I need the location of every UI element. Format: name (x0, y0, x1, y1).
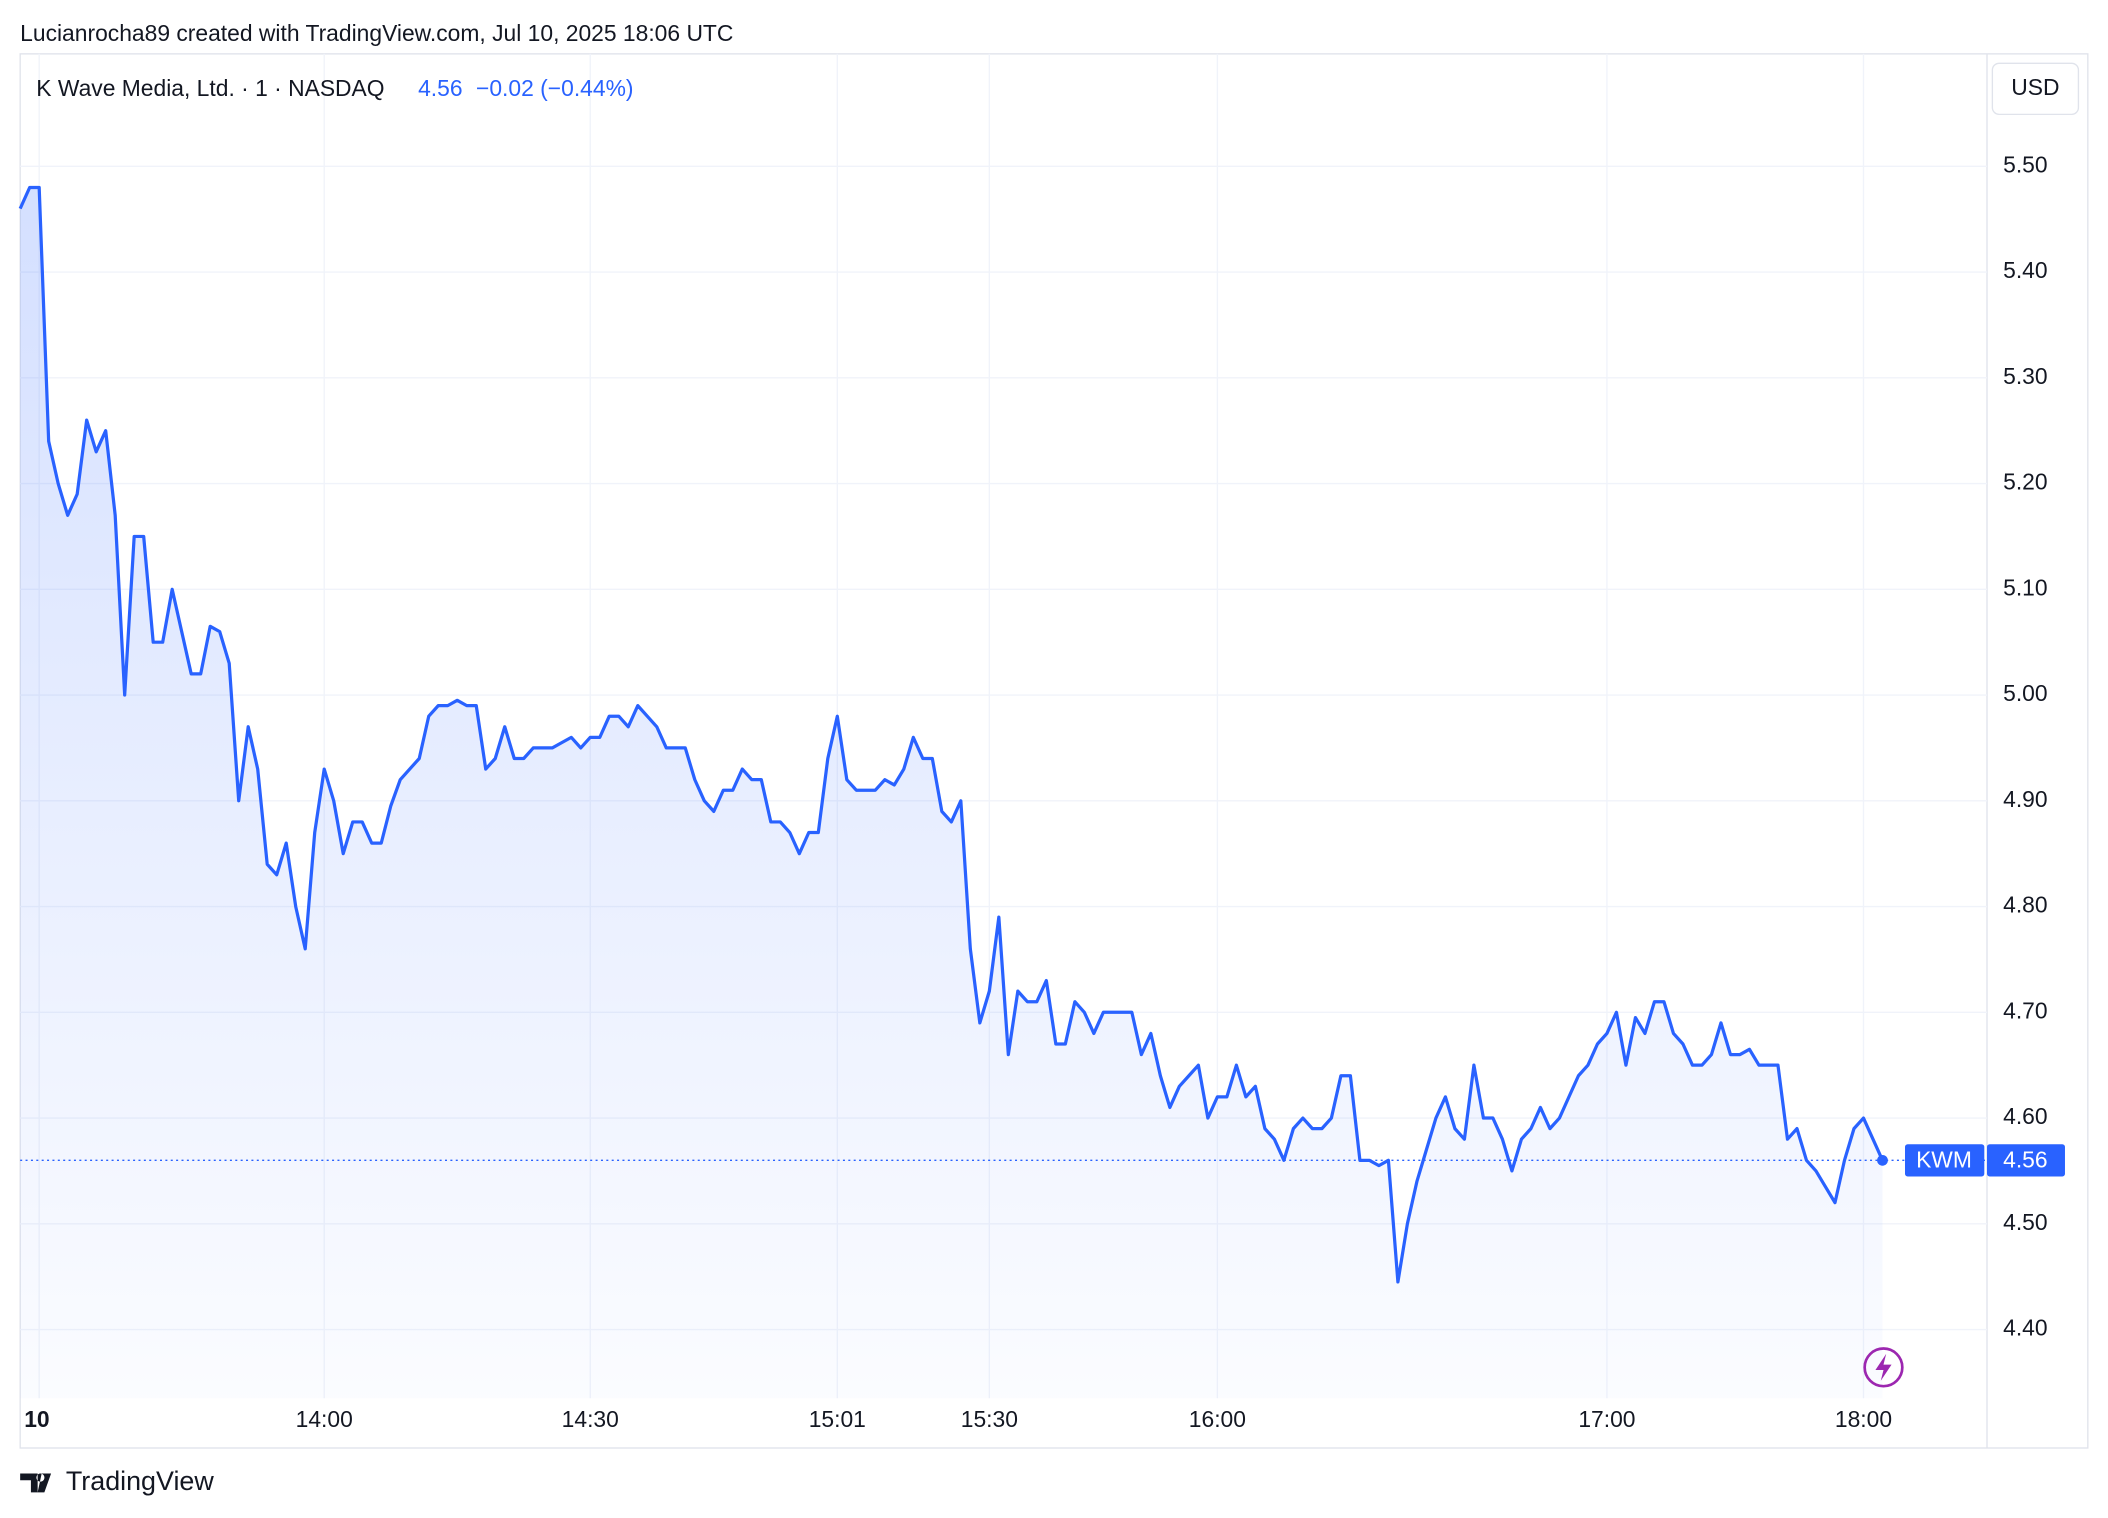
header-change: −0.02 (−0.44%) (476, 75, 633, 101)
area (20, 187, 1883, 1399)
y-tick-label: 4.40 (2003, 1315, 2047, 1341)
x-tick-label: 15:30 (961, 1406, 1018, 1432)
y-tick-label: 4.50 (2003, 1209, 2047, 1235)
y-tick-label: 5.20 (2003, 469, 2047, 495)
y-tick-label: 4.90 (2003, 786, 2047, 812)
x-tick-label: 10 (24, 1406, 49, 1432)
currency[interactable]: USD (2011, 74, 2059, 100)
series-label-bg (1904, 1144, 1985, 1177)
x-tick-label: 15:01 (809, 1406, 866, 1432)
y-tick-label: 5.10 (2003, 574, 2047, 600)
x-tick-label: 16:00 (1189, 1406, 1246, 1432)
y-tick-label: 5.30 (2003, 363, 2047, 389)
price-line (18, 185, 1884, 1284)
plot (18, 185, 1988, 1399)
y-tick-label: 5.00 (2003, 680, 2047, 706)
y-tick-label: 4.80 (2003, 892, 2047, 918)
series-label: KWM (1916, 1147, 1972, 1173)
y-tick-label: 5.40 (2003, 257, 2047, 283)
last-price-label: 4.56 (2003, 1147, 2047, 1173)
x-tick-label: 14:00 (296, 1406, 353, 1432)
last-point (1877, 1154, 1888, 1166)
brand: TradingView (66, 1466, 214, 1496)
logo: TradingView (20, 1466, 214, 1496)
header-price: 4.56 (418, 75, 462, 101)
x-tick-label: 14:30 (562, 1406, 619, 1432)
y-tick-label: 5.50 (2003, 151, 2047, 177)
y-tick-label: 4.60 (2003, 1103, 2047, 1129)
last-price-bg (1987, 1144, 2065, 1177)
symbol: K Wave Media, Ltd. · 1 · NASDAQ (36, 75, 384, 101)
x-tick-label: 17:00 (1578, 1406, 1635, 1432)
x-tick-label: 18:00 (1835, 1406, 1892, 1432)
currency-button[interactable] (1991, 62, 2080, 116)
attribution: Lucianrocha89 created with TradingView.c… (20, 20, 733, 46)
y-tick-label: 4.70 (2003, 997, 2047, 1023)
alert-icon (1863, 1347, 1904, 1388)
